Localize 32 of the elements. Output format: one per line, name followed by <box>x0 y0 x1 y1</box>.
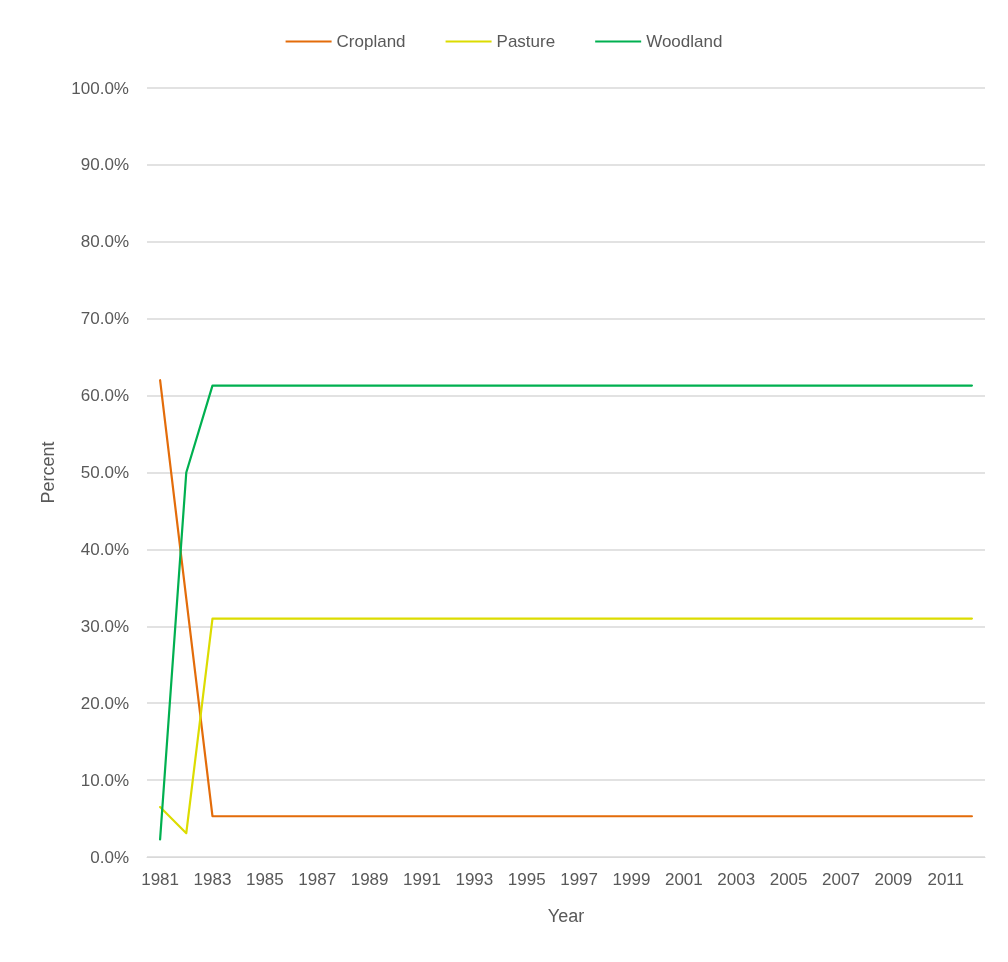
legend-label: Pasture <box>496 32 556 51</box>
y-axis-title: Percent <box>38 441 58 504</box>
x-tick-label: 2003 <box>717 870 756 889</box>
x-tick-label: 2005 <box>769 870 808 889</box>
x-tick-label: 1997 <box>560 870 599 889</box>
x-tick-label: 2007 <box>822 870 860 889</box>
legend-label: Woodland <box>646 32 723 51</box>
x-tick-label: 1983 <box>193 870 232 889</box>
y-tick-label: 10.0% <box>80 770 129 790</box>
y-tick-label: 20.0% <box>80 693 129 713</box>
x-tick-label: 2009 <box>874 870 913 889</box>
x-tick-label: 1993 <box>455 870 494 889</box>
y-tick-label: 50.0% <box>80 463 129 482</box>
x-axis-title: Year <box>547 906 585 926</box>
x-tick-label: 1999 <box>612 870 651 889</box>
legend-label: Cropland <box>336 32 406 51</box>
x-tick-label: 1989 <box>350 870 389 889</box>
x-tick-label: 2001 <box>664 870 703 889</box>
y-tick-label: 70.0% <box>80 309 129 329</box>
y-tick-label: 90.0% <box>80 155 129 175</box>
y-tick-label: 60.0% <box>80 386 129 406</box>
x-tick-label: 1985 <box>245 870 284 889</box>
x-tick-label: 1987 <box>298 870 337 889</box>
x-tick-label: 1991 <box>403 870 441 889</box>
x-tick-label: 1995 <box>507 870 546 889</box>
y-tick-label: 40.0% <box>80 539 129 559</box>
y-tick-label: 80.0% <box>80 232 129 252</box>
x-tick-label: 1981 <box>141 870 180 889</box>
y-tick-label: 100.0% <box>71 78 129 98</box>
x-tick-label: 2011 <box>927 870 964 889</box>
y-tick-label: 0.0% <box>90 847 129 867</box>
y-tick-label: 30.0% <box>80 616 129 636</box>
